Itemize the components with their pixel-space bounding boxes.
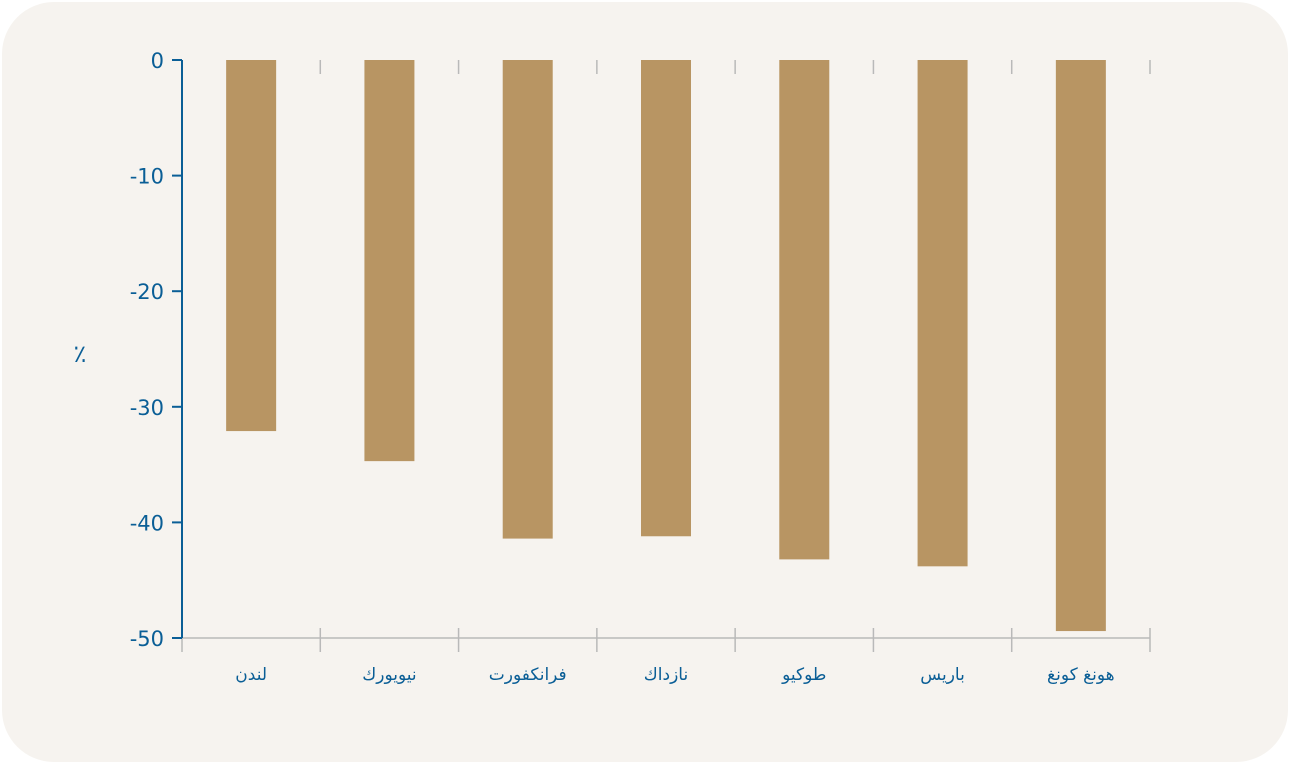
bar: [1055, 60, 1106, 632]
bar: [917, 60, 968, 567]
y-axis-label: ٪: [74, 340, 87, 368]
y-tick-label: -30: [130, 396, 164, 420]
bar: [641, 60, 691, 537]
bar: [226, 60, 277, 432]
bar: [779, 60, 830, 560]
y-tick-label: 0: [151, 49, 164, 73]
bar: [502, 60, 553, 539]
x-category-label: باريس: [920, 665, 965, 685]
y-tick-label: -50: [130, 627, 164, 651]
x-category-label: نازداك: [644, 665, 688, 685]
x-category-label: لندن: [235, 665, 267, 685]
x-category-label: نيويورك: [362, 665, 416, 685]
x-category-label: فرانكفورت: [489, 665, 567, 685]
y-tick-label: -10: [130, 165, 164, 189]
bar: [364, 60, 415, 462]
x-category-label: طوكيو: [781, 665, 826, 685]
y-tick-label: -20: [130, 280, 164, 304]
y-tick-label: -40: [130, 511, 164, 535]
x-category-label: هونغ كونغ: [1047, 665, 1115, 685]
